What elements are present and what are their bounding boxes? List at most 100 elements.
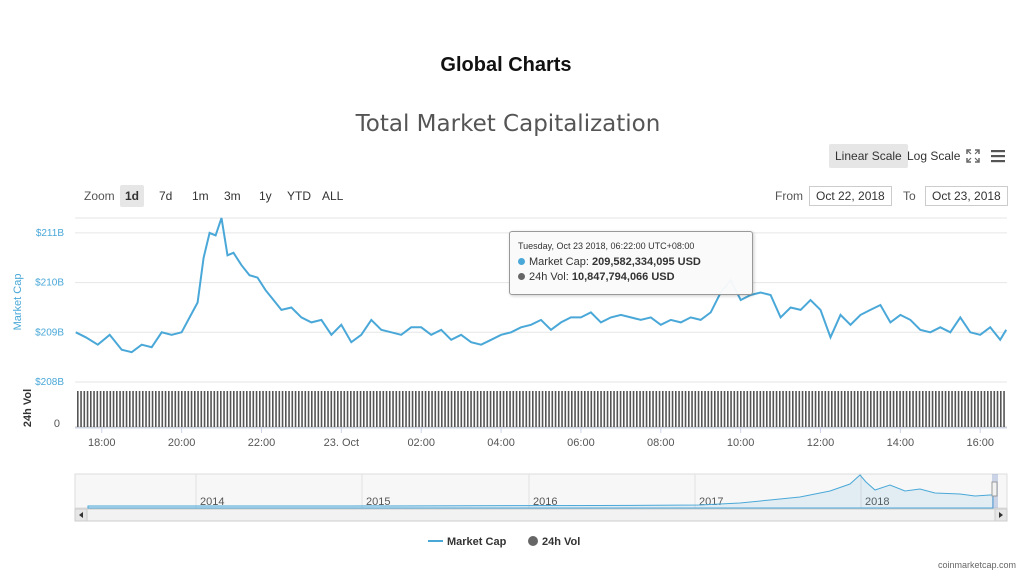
volume-bar bbox=[619, 391, 622, 427]
legend-item-24h-vol[interactable]: 24h Vol bbox=[528, 536, 580, 548]
x-tick-label: 23. Oct bbox=[324, 437, 359, 449]
volume-bar bbox=[918, 391, 921, 427]
log-scale-button[interactable]: Log Scale bbox=[907, 149, 961, 163]
volume-bar bbox=[148, 391, 151, 427]
page-title: Global Charts bbox=[440, 54, 572, 76]
scrollbar[interactable] bbox=[74, 508, 1008, 522]
volume-bar bbox=[616, 391, 619, 427]
volume-bar bbox=[665, 391, 667, 427]
volume-bar bbox=[772, 391, 775, 427]
volume-bar bbox=[636, 391, 638, 427]
zoom-all-button[interactable]: ALL bbox=[322, 189, 344, 203]
volume-bar bbox=[974, 391, 976, 427]
volume-bar bbox=[610, 391, 612, 427]
volume-bar bbox=[132, 391, 134, 427]
from-date-input[interactable]: Oct 22, 2018 bbox=[809, 186, 892, 206]
volume-bar bbox=[629, 391, 632, 427]
volume-bar bbox=[116, 391, 118, 427]
volume-bar bbox=[463, 391, 466, 427]
linear-scale-button[interactable]: Linear Scale bbox=[829, 144, 908, 168]
volume-bar bbox=[200, 391, 203, 427]
volume-bar bbox=[853, 391, 856, 427]
volume-bar bbox=[499, 391, 502, 427]
volume-bar bbox=[278, 391, 281, 427]
zoom-ytd-button[interactable]: YTD bbox=[287, 189, 311, 203]
volume-bar bbox=[714, 391, 716, 427]
volume-bar bbox=[181, 391, 183, 427]
volume-bar bbox=[402, 391, 404, 427]
zoom-1m-button[interactable]: 1m bbox=[192, 189, 209, 203]
volume-bar bbox=[428, 391, 430, 427]
volume-bar bbox=[987, 391, 989, 427]
volume-bar bbox=[730, 391, 732, 427]
volume-bar bbox=[473, 391, 476, 427]
volume-bar bbox=[671, 391, 674, 427]
volume-bar bbox=[723, 391, 726, 427]
vol-axis-title: 24h Vol bbox=[22, 389, 34, 427]
volume-bar bbox=[756, 391, 758, 427]
credit-link[interactable]: coinmarketcap.com bbox=[937, 560, 1016, 570]
volume-bar bbox=[359, 391, 362, 427]
volume-bar bbox=[710, 391, 713, 427]
volume-bar bbox=[827, 391, 830, 427]
volume-bar bbox=[392, 391, 394, 427]
volume-bar bbox=[649, 391, 651, 427]
navigator-handle[interactable] bbox=[991, 481, 998, 497]
volume-bar bbox=[782, 391, 784, 427]
zoom-1d-button[interactable]: 1d bbox=[120, 185, 145, 207]
volume-bar bbox=[896, 391, 898, 427]
fullscreen-icon[interactable] bbox=[965, 148, 981, 164]
volume-bar bbox=[285, 391, 287, 427]
volume-bar bbox=[886, 391, 888, 427]
volume-bar bbox=[597, 391, 599, 427]
menu-icon[interactable] bbox=[990, 148, 1006, 164]
zoom-7d-button[interactable]: 7d bbox=[159, 189, 173, 203]
arrow-right-icon bbox=[999, 512, 1003, 518]
volume-bar bbox=[239, 391, 242, 427]
volume-bar bbox=[437, 391, 440, 427]
volume-bar bbox=[184, 391, 186, 427]
volume-bar bbox=[489, 391, 492, 427]
navigator[interactable]: 20142015201620172018 bbox=[74, 473, 1008, 509]
volume-bar bbox=[577, 391, 580, 427]
to-date-input[interactable]: Oct 23, 2018 bbox=[925, 186, 1008, 206]
volume-bar bbox=[964, 391, 966, 427]
zoom-3m-button[interactable]: 3m bbox=[224, 189, 241, 203]
volume-bar bbox=[551, 391, 554, 427]
volume-bar bbox=[831, 391, 833, 427]
volume-bar bbox=[369, 391, 372, 427]
legend-item-market-cap[interactable]: Market Cap bbox=[428, 536, 506, 548]
zoom-1y-button[interactable]: 1y bbox=[259, 189, 272, 203]
volume-bar bbox=[142, 391, 144, 427]
arrow-left-icon bbox=[79, 512, 83, 518]
navigator-year-label: 2015 bbox=[366, 496, 390, 508]
volume-bar bbox=[395, 391, 398, 427]
volume-bar bbox=[844, 391, 846, 427]
x-tick-label: 16:00 bbox=[966, 437, 994, 449]
volume-bar bbox=[535, 391, 537, 427]
volume-bar bbox=[506, 391, 508, 427]
volume-bar bbox=[746, 391, 749, 427]
volume-bar bbox=[593, 391, 596, 427]
volume-bar bbox=[197, 391, 199, 427]
volume-bar bbox=[441, 391, 443, 427]
tooltip-row-volume: 24h Vol: 10,847,794,066 USD bbox=[518, 271, 675, 283]
volume-bar bbox=[652, 391, 654, 427]
volume-bar bbox=[749, 391, 752, 427]
volume-bar bbox=[203, 391, 206, 427]
volume-bar bbox=[385, 391, 388, 427]
volume-bar bbox=[174, 391, 177, 427]
volume-bar bbox=[330, 391, 333, 427]
volume-bar bbox=[275, 391, 277, 427]
volume-bar bbox=[824, 391, 827, 427]
volume-bar bbox=[1000, 391, 1002, 427]
y-axis-title: Market Cap bbox=[12, 274, 24, 331]
volume-bar bbox=[717, 391, 719, 427]
volume-bar bbox=[493, 391, 495, 427]
volume-bar bbox=[727, 391, 729, 427]
volume-bar bbox=[694, 391, 697, 427]
volume-bar bbox=[704, 391, 706, 427]
volume-bar bbox=[811, 391, 814, 427]
volume-bar bbox=[96, 391, 99, 427]
volume-bar bbox=[171, 391, 173, 427]
